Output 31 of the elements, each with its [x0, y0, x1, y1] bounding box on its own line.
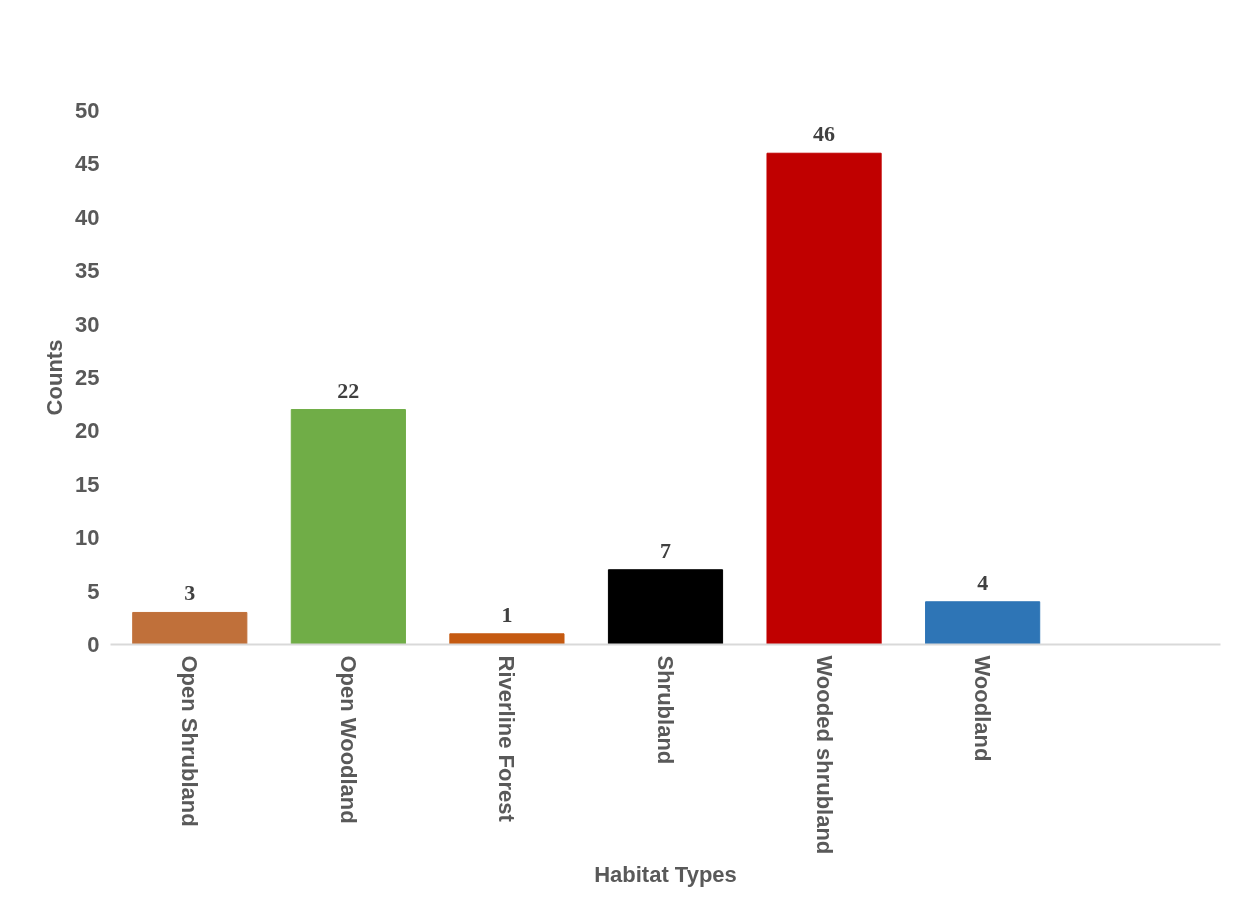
bar	[132, 611, 248, 645]
bar	[290, 409, 406, 645]
bar	[607, 569, 724, 645]
y-tick-label: 15	[75, 471, 100, 497]
x-tick-label: Woodland	[970, 655, 996, 762]
x-axis-title: Habitat Types	[594, 862, 737, 888]
y-tick-label: 20	[75, 418, 100, 444]
y-tick-label: 50	[75, 98, 100, 123]
x-tick-label: Shrubland	[653, 655, 678, 765]
y-tick-label: 35	[75, 258, 100, 284]
y-tick-label: 25	[75, 365, 100, 390]
y-tick-label: 40	[75, 204, 100, 230]
x-tick-label: Wooded shrubland	[811, 655, 837, 855]
y-tick-label: 0	[87, 632, 100, 657]
bar	[766, 152, 882, 645]
x-tick-label: Open Shrubland	[177, 655, 203, 827]
y-tick-label: 10	[75, 525, 100, 551]
bar	[925, 601, 1041, 645]
data-label: 1	[501, 601, 513, 627]
y-tick-label: 30	[75, 311, 100, 337]
data-label: 3	[184, 580, 196, 606]
x-tick-label: Open Woodland	[335, 655, 361, 824]
data-label: 22	[337, 377, 360, 403]
y-axis-title: Counts	[42, 339, 68, 416]
y-tick-label: 45	[75, 151, 100, 177]
y-tick-label: 5	[87, 578, 100, 604]
data-label: 4	[977, 569, 989, 595]
data-label: 7	[660, 537, 671, 563]
data-label: 46	[813, 121, 836, 147]
bar	[449, 633, 565, 645]
x-tick-label: Riverline Forest	[494, 655, 520, 823]
